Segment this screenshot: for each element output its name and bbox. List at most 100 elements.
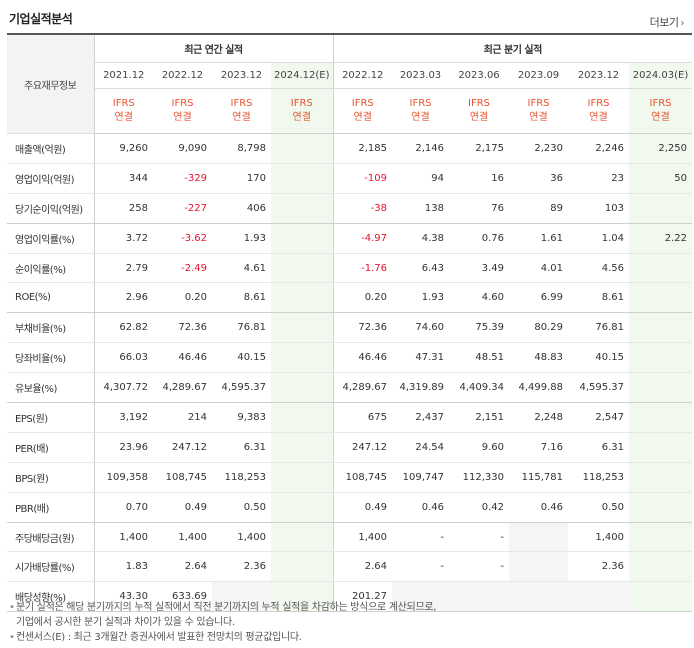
ifrs-basis-header: IFRS 연결 (392, 88, 449, 134)
row-label: ROE(%) (7, 282, 95, 314)
ifrs-label: IFRS (468, 98, 490, 109)
ifrs-label: IFRS (649, 98, 672, 109)
consolidated-label: 연결 (589, 112, 608, 123)
table-cell: 94 (392, 163, 449, 194)
consolidated-label: 연결 (114, 112, 133, 123)
ifrs-label: IFRS (409, 98, 432, 109)
table-row: 부채비율(%) 62.82 72.36 76.81 72.36 74.60 75.39 80.… (7, 312, 692, 344)
table-cell: 4,499.88 (509, 372, 568, 404)
table-cell: 23 (568, 163, 629, 194)
table-cell: 48.83 (509, 342, 568, 374)
more-label: 더보기 (649, 16, 679, 29)
table-cell (271, 432, 333, 463)
table-cell: 40.15 (568, 342, 629, 374)
table-cell: 75.39 (449, 312, 509, 344)
table-cell: 0.49 (153, 492, 212, 523)
period-header: 2021.12 (94, 62, 153, 89)
table-cell (629, 432, 692, 463)
table-cell: 118,253 (568, 462, 629, 493)
table-cell: 4,595.37 (212, 372, 271, 404)
bullet-icon: • (9, 632, 15, 643)
table-cell (629, 253, 692, 284)
table-cell: 4,319.89 (392, 372, 449, 404)
corner-header: 주요재무정보 (7, 34, 95, 134)
table-cell: 72.36 (153, 312, 212, 344)
table-cell: 2,230 (509, 133, 568, 164)
table-cell: 3.49 (449, 253, 509, 284)
table-cell: 258 (94, 193, 153, 224)
table-cell: 108,745 (153, 462, 212, 493)
table-cell: 112,330 (449, 462, 509, 493)
table-cell: 103 (568, 193, 629, 224)
table-cell: 0.20 (153, 282, 212, 314)
table-cell: 4,595.37 (568, 372, 629, 404)
more-link[interactable]: 더보기 › (649, 14, 685, 30)
table-cell: 115,781 (509, 462, 568, 493)
table-cell: 1.04 (568, 223, 629, 254)
table-cell: 138 (392, 193, 449, 224)
row-label: 부채비율(%) (7, 312, 95, 344)
table-cell (271, 223, 333, 254)
table-cell: 2,547 (568, 402, 629, 433)
table-cell: 4.61 (212, 253, 271, 284)
period-header: 2023.12 (212, 62, 271, 89)
table-row: 순이익률(%) 2.79 -2.49 4.61 -1.76 6.43 3.49 4.01 4.5… (7, 253, 692, 284)
ifrs-basis-header: IFRS 연결 (153, 88, 212, 134)
ifrs-label: IFRS (290, 98, 313, 109)
consolidated-label: 연결 (292, 112, 311, 123)
annual-group-header: 최근 연간 실적 (94, 34, 333, 63)
ifrs-label: IFRS (587, 98, 610, 109)
table-cell: 6.31 (212, 432, 271, 463)
table-cell: 108,745 (332, 462, 392, 493)
table-cell: 76 (449, 193, 509, 224)
table-cell: 8.61 (568, 282, 629, 314)
period-header: 2022.12 (153, 62, 212, 89)
table-cell (449, 581, 509, 612)
table-cell: 214 (153, 402, 212, 433)
period-header: 2023.06 (449, 62, 509, 89)
table-cell: 118,253 (212, 462, 271, 493)
footnote-2: • 컨센서스(E) : 최근 3개월간 증권사에서 발표한 전망치의 평균값입니… (9, 632, 302, 643)
table-cell: 23.96 (94, 432, 153, 463)
row-label: EPS(원) (7, 402, 95, 433)
ifrs-basis-header: IFRS 연결 (629, 88, 692, 134)
table-cell: 0.42 (449, 492, 509, 523)
consolidated-label: 연결 (411, 112, 430, 123)
row-label: 당좌비율(%) (7, 342, 95, 374)
table-cell: 16 (449, 163, 509, 194)
table-row: 영업이익(억원) 344 -329 170 -109 94 16 36 23 50 (7, 163, 692, 194)
table-row: 주당배당금(원) 1,400 1,400 1,400 1,400- -1,400 (7, 522, 692, 553)
table-cell: 6.31 (568, 432, 629, 463)
table-cell: -3.62 (153, 223, 212, 254)
footnotes: • 분기 실적은 해당 분기까지의 누적 실적에서 직전 분기까지의 누적 실적… (9, 600, 436, 645)
table-row: 매출액(억원) 9,260 9,090 8,798 2,185 2,146 2,175 2,2… (7, 133, 692, 164)
table-cell (629, 402, 692, 433)
table-cell: 2.36 (568, 551, 629, 583)
table-cell (271, 492, 333, 523)
row-label: 영업이익률(%) (7, 223, 95, 254)
period-header: 2023.03 (392, 62, 449, 89)
table-cell: 4,289.67 (332, 372, 392, 404)
ifrs-basis-header: IFRS 연결 (94, 88, 153, 134)
table-cell: 0.76 (449, 223, 509, 254)
table-cell: 2,246 (568, 133, 629, 164)
table-cell: 9,090 (153, 133, 212, 164)
table-cell (509, 522, 568, 553)
table-cell (271, 163, 333, 194)
table-cell: 1,400 (568, 522, 629, 553)
table-row: PER(배) 23.96 247.12 6.31 247.12 24.54 9.60 7.16… (7, 432, 692, 463)
table-cell: 247.12 (153, 432, 212, 463)
ifrs-basis-header: IFRS 연결 (568, 88, 629, 134)
table-cell (271, 312, 333, 344)
table-cell: 6.43 (392, 253, 449, 284)
table-cell: 46.46 (153, 342, 212, 374)
table-cell (271, 372, 333, 404)
ifrs-label: IFRS (230, 98, 253, 109)
table-cell (629, 462, 692, 493)
consolidated-label: 연결 (173, 112, 192, 123)
table-cell (509, 551, 568, 583)
table-cell: 0.20 (332, 282, 392, 314)
table-cell: 24.54 (392, 432, 449, 463)
table-cell: 7.16 (509, 432, 568, 463)
table-cell: 406 (212, 193, 271, 224)
